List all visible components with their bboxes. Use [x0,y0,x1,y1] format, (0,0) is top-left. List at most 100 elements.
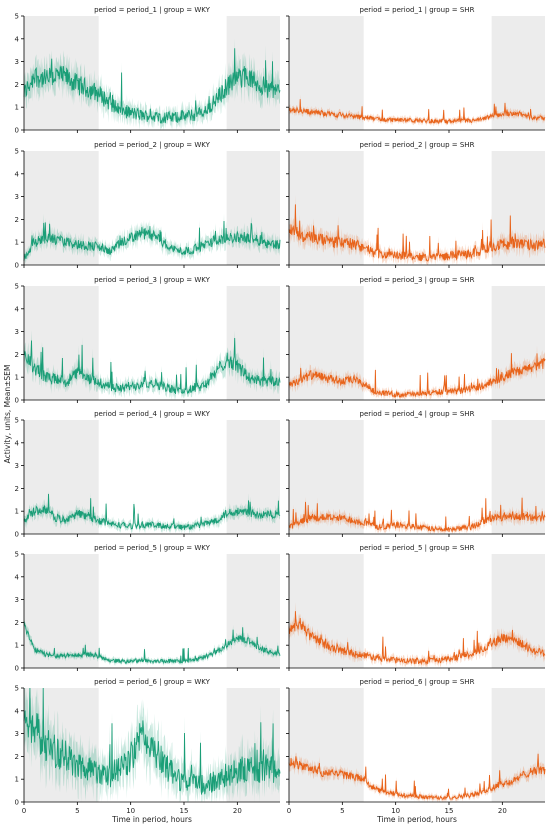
y-tick-label: 0 [15,799,19,807]
mean-line [23,337,281,395]
x-tick-label: 10 [126,807,135,815]
x-axis-label-right: Time in period, hours [376,815,457,824]
y-tick-label: 2 [15,351,19,359]
x-tick-label: 15 [445,807,454,815]
panel-title: period = period_3 | group = SHR [360,276,475,284]
panel-period_3-SHR: period = period_3 | group = SHR [286,276,546,403]
panel-period_5-WKY: period = period_5 | group = WKY 0 1 2 3 4 5 [15,544,281,673]
mean-line [288,353,546,398]
x-tick-label: 5 [75,807,79,815]
panel-period_1-SHR: period = period_1 | group = SHR [286,6,546,133]
y-tick-label: 5 [15,551,19,559]
x-tick-label: 20 [498,807,507,815]
y-tick-label: 3 [15,462,19,470]
y-tick-label: 3 [15,596,19,604]
dark-phase-shade [491,151,545,265]
mean-line [23,48,281,124]
x-tick-label: 20 [233,807,242,815]
y-tick-label: 4 [15,170,20,178]
x-axis-label-left: Time in period, hours [111,815,192,824]
panel-period_2-WKY: period = period_2 | group = WKY 0 1 2 3 4 5 [15,141,281,270]
y-tick-label: 5 [15,283,19,291]
y-tick-label: 5 [15,685,19,693]
panel-period_2-SHR: period = period_2 | group = SHR [286,141,546,268]
panel-title: period = period_5 | group = WKY [94,544,211,552]
y-tick-label: 5 [15,417,19,425]
panel-period_5-SHR: period = period_5 | group = SHR [286,544,546,671]
dark-phase-shade [289,151,364,265]
panels-grid: period = period_1 | group = WKY012345per… [15,6,546,815]
y-tick-label: 4 [15,707,20,715]
mean-line [23,493,281,531]
sem-band [24,330,280,400]
y-tick-label: 1 [15,776,19,784]
y-tick-label: 4 [15,305,20,313]
panel-title: period = period_1 | group = SHR [360,6,475,14]
mean-line [288,497,546,533]
panel-title: period = period_6 | group = WKY [94,678,211,686]
y-tick-label: 3 [15,193,19,201]
x-tick-label: 15 [180,807,189,815]
x-tick-label: 5 [340,807,344,815]
dark-phase-shade [24,286,99,400]
mean-line [288,204,546,262]
panel-title: period = period_2 | group = WKY [94,141,211,149]
y-tick-label: 4 [15,573,20,581]
mean-line [288,753,546,801]
panel-period_6-WKY: period = period_6 | group = WKY 0 1 2 3 4 5 0 5 1… [15,678,281,815]
dark-phase-shade [226,554,280,668]
dark-phase-shade [24,554,99,668]
dark-phase-shade [289,688,364,802]
panel-title: period = period_3 | group = WKY [94,276,211,284]
panel-period_6-SHR: period = period_6 | group = SHR 0 5 10 15 20 [286,678,546,815]
y-tick-label: 5 [15,148,19,156]
y-tick-label: 1 [15,374,19,382]
y-tick-label: 0 [15,127,19,135]
y-tick-label: 0 [15,531,19,539]
y-tick-label: 3 [15,328,19,336]
panel-title: period = period_5 | group = SHR [360,544,475,552]
panel-title: period = period_1 | group = WKY [94,6,211,14]
y-tick-label: 5 [15,13,19,21]
y-tick-label: 1 [15,508,19,516]
x-tick-label: 0 [287,807,291,815]
panel-period_4-WKY: period = period_4 | group = WKY 0 1 2 3 4 5 [15,410,281,539]
y-tick-label: 4 [15,439,20,447]
x-tick-label: 0 [22,807,26,815]
y-tick-label: 3 [15,58,19,66]
y-tick-label: 4 [15,35,20,43]
dark-phase-shade [491,16,545,130]
sem-band [289,749,545,802]
y-tick-label: 1 [15,239,19,247]
panel-period_1-WKY: period = period_1 | group = WKY 0 1 2 3 4 5 [15,6,281,135]
panel-title: period = period_4 | group = SHR [360,410,475,418]
panel-title: period = period_6 | group = SHR [360,678,475,686]
panel-period_4-SHR: period = period_4 | group = SHR [286,410,546,537]
y-tick-label: 3 [15,730,19,738]
mean-line [288,99,546,125]
sem-band [289,493,545,534]
dark-phase-shade [491,554,545,668]
panel-title: period = period_2 | group = SHR [360,141,475,149]
y-tick-label: 2 [15,216,19,224]
mean-line [23,621,281,665]
dark-phase-shade [24,688,99,802]
dark-phase-shade [226,688,280,802]
panel-title: period = period_4 | group = WKY [94,410,211,418]
y-tick-label: 2 [15,619,19,627]
dark-phase-shade [491,286,545,400]
panel-period_3-WKY: period = period_3 | group = WKY 0 1 2 3 4 5 [15,276,281,405]
mean-line [23,687,281,795]
y-tick-label: 1 [15,642,19,650]
y-tick-label: 0 [15,665,19,673]
mean-line [23,220,281,262]
mean-line [288,611,546,666]
y-tick-label: 0 [15,262,19,270]
x-tick-label: 10 [391,807,400,815]
y-tick-label: 2 [15,485,19,493]
y-axis-label: Activity, units, Mean±SEM [3,365,12,464]
sem-band [289,602,545,668]
y-tick-label: 0 [15,397,19,405]
y-tick-label: 2 [15,81,19,89]
